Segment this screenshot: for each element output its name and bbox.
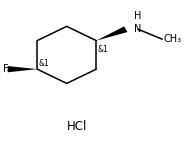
Text: N: N: [134, 24, 142, 34]
Text: &1: &1: [39, 59, 50, 68]
Polygon shape: [96, 26, 128, 41]
Text: H: H: [134, 11, 142, 21]
Text: HCl: HCl: [67, 120, 87, 133]
Text: F: F: [3, 64, 9, 74]
Text: &1: &1: [98, 45, 109, 54]
Text: CH₃: CH₃: [163, 34, 181, 44]
Polygon shape: [8, 66, 37, 72]
